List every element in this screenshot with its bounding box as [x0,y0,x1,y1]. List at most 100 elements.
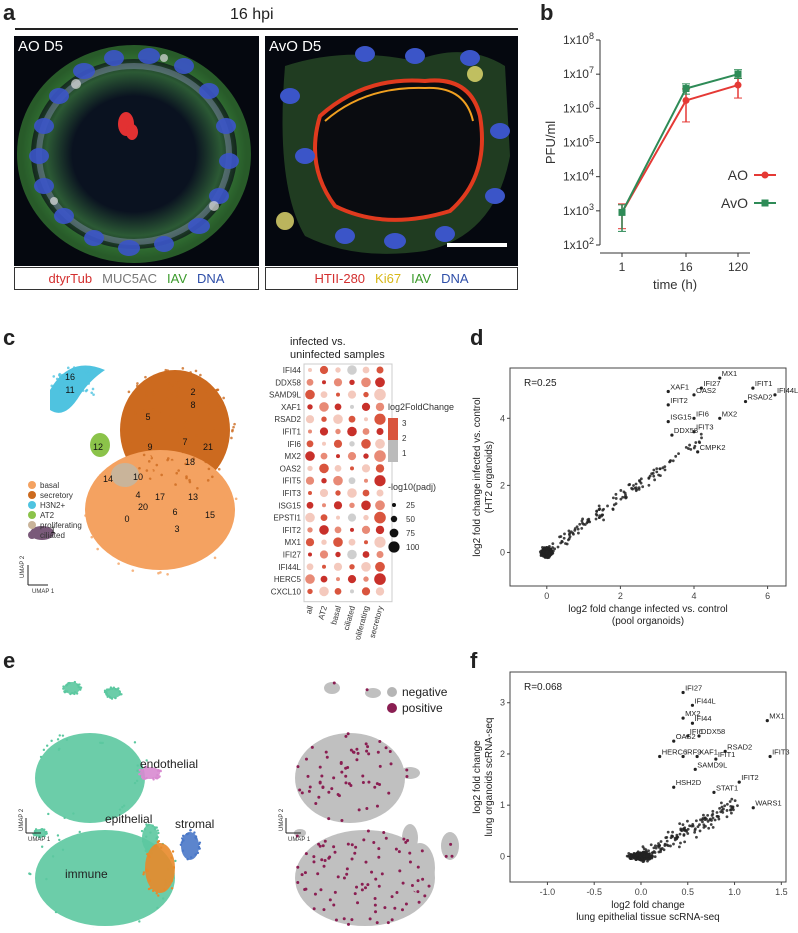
scatter-point [659,840,663,843]
scatter-point [652,474,656,478]
umap-e-cell [198,847,201,850]
umap-cell [149,426,152,429]
umap-cell [180,492,184,496]
scatter-point [621,495,625,499]
dotplot-dot [374,413,386,425]
dotplot-dot [349,564,355,570]
umap-e-cluster-immune-top [35,733,145,823]
scatter-point [733,799,737,803]
point-label: MX2 [685,709,700,718]
umap-cell [171,383,174,387]
umap-e-cell [193,831,196,834]
umap-cell [177,469,180,472]
umap-cell [203,430,207,434]
umap-cell [88,375,92,378]
umap-e-legend-dot [387,687,397,697]
umap-e-positive-cell [416,890,420,894]
umap-cell [195,472,198,475]
umap-cell [110,502,114,506]
scatter-point [717,815,720,819]
umap-e-cell [54,910,58,914]
dotplot-dot [347,390,357,399]
umap-cell [200,440,203,443]
umap-e-positive-cell [344,781,348,785]
dotplot-dot [306,501,314,509]
umap-cell [147,431,151,435]
labeled-point [681,690,685,695]
umap-e-positive-cell [300,873,304,877]
umap-cell [231,429,234,433]
x-tick-label: 1 [619,260,626,274]
umap-cell [144,443,147,447]
dotplot-dot [319,365,329,375]
point-label: IFI6 [696,409,709,418]
umap-e-cell [180,841,184,844]
scatter-point [686,832,690,835]
umap-cell [181,477,185,481]
panel-letter-a: a [3,0,16,25]
scatter-point [539,553,543,557]
labeled-point [751,386,755,390]
dotplot-dot [320,391,328,398]
umap-e-positive-cell [339,761,343,765]
scatter-point [594,517,598,521]
dotplot-dot [348,415,356,423]
labeled-point [751,806,755,810]
scatter-point [689,448,693,451]
umap-e-positive-cell [306,774,310,778]
umap-e-positive-cell [333,850,337,854]
umap-e-cell [156,836,159,839]
dotplot-dot [347,549,357,560]
scatter-point [623,495,627,499]
dotplot-dot [321,478,327,484]
umap-cell [179,520,182,524]
umap-cell [72,386,75,390]
cell-type-label: epithelial [105,812,152,826]
umap-cell [159,571,162,574]
umap-cell [175,538,179,542]
umap-e-cell [75,692,79,695]
umap-e-cell [174,859,177,863]
y-axis-label: PFU/ml [543,121,558,164]
umap-cell [147,447,150,451]
umap-cell [155,463,159,467]
umap-cell [194,528,198,532]
umap-e-positive-cell [361,781,365,785]
umap-cell [106,504,110,508]
umap-cell [148,477,152,481]
umap-cell [191,397,195,400]
umap-cell [95,487,98,491]
scatter-point [665,843,669,847]
umap-e-positive-cell [312,855,316,859]
umap-e-cell [181,849,185,852]
umap-cell [158,542,162,546]
umap-e-cell [151,889,155,893]
umap-e-positive-cell [380,872,384,876]
umap-cell [206,471,210,475]
scatter-point [668,459,672,463]
umap-e-positive-cell [374,910,378,914]
labeled-point [692,393,696,397]
scatter-point [545,552,548,555]
umap-e-positive-cell [390,895,394,899]
umap-e-positive-cell [405,775,409,779]
umap-e-axis-label-2: UMAP 2 [279,808,285,831]
labeled-point [696,450,700,454]
umap-e-positive-cell [394,847,398,851]
umap-cell [188,478,191,482]
umap-e-cell [120,693,123,696]
umap-cell [171,523,175,527]
umap-e-cell [45,744,49,747]
dotplot-dot [335,428,341,435]
umap-cell [150,469,154,473]
umap-cell [143,409,146,412]
scatter-point [711,812,715,816]
cluster-number: 10 [133,472,143,482]
series-line-AO [621,84,739,213]
umap-e-cell [181,839,185,842]
y-tick-label: 1x105 [563,134,594,150]
umap-e-positive-cell [308,785,312,789]
umap-cell [194,512,198,516]
umap-e-positive-cell [327,790,331,794]
umap-e-cell [61,848,65,851]
